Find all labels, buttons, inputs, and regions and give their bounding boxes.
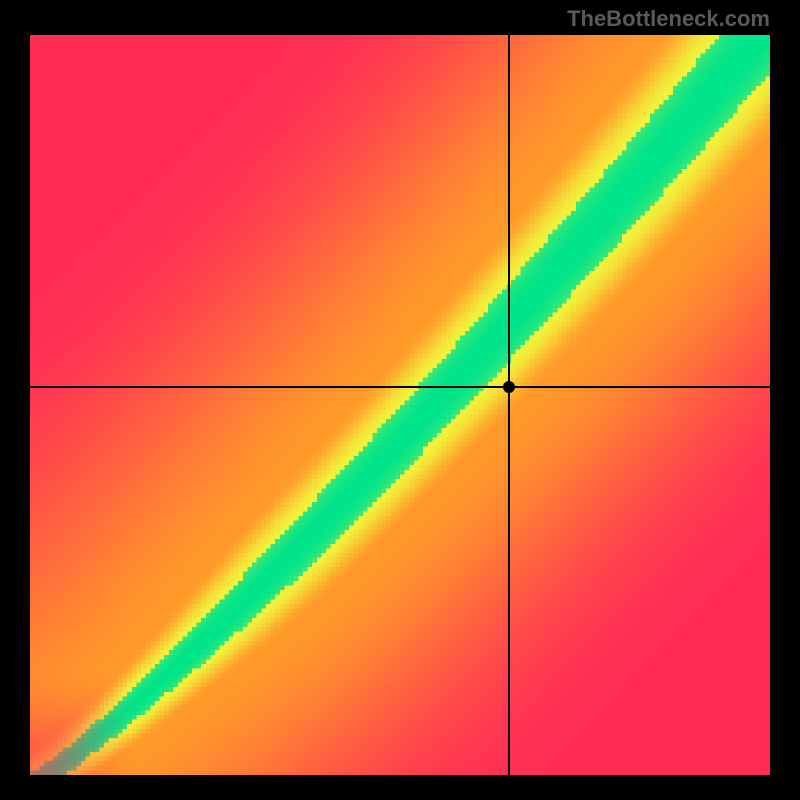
- bottleneck-heatmap: [30, 35, 770, 775]
- crosshair-horizontal: [30, 386, 770, 388]
- crosshair-vertical: [508, 35, 510, 775]
- watermark-text: TheBottleneck.com: [567, 6, 770, 32]
- data-point-marker: [503, 381, 515, 393]
- chart-container: TheBottleneck.com: [0, 0, 800, 800]
